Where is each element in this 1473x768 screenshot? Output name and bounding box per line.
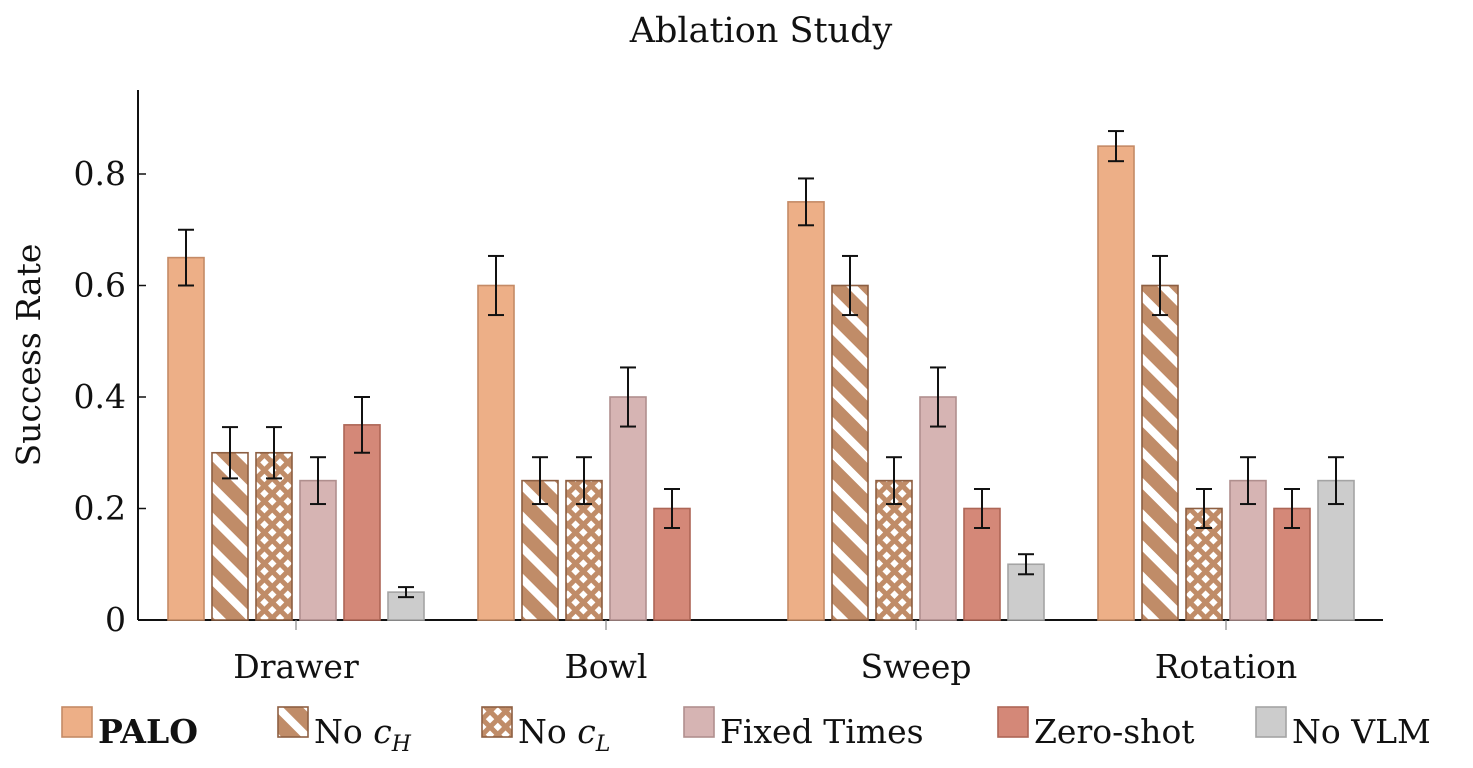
bar-fixed-times-sweep <box>919 396 957 621</box>
bar-zero-shot-drawer <box>343 424 381 621</box>
bar-palo-drawer <box>167 256 205 621</box>
y-axis-label: Success Rate <box>9 244 48 467</box>
legend-swatch-no-vlm <box>1255 706 1287 738</box>
bar-no-c-l-drawer <box>255 451 293 621</box>
bar-no-vlm-sweep <box>1007 563 1045 621</box>
legend-label-no-c-h: No cH <box>314 712 412 757</box>
legend-swatch-no-c-l <box>481 706 513 738</box>
legend: PALO No cH No cL Fixed Times Zero-shot No VLM <box>61 706 1431 757</box>
bar-palo-rotation <box>1097 145 1135 621</box>
y-tick-label: 0.2 <box>74 489 126 528</box>
legend-swatch-fixed-times <box>683 706 715 738</box>
x-tick-label-bowl: Bowl <box>565 647 648 686</box>
bar-no-c-h-rotation <box>1141 284 1179 621</box>
x-tick-label-sweep: Sweep <box>860 647 971 686</box>
legend-label-no-c-l: No cL <box>518 712 610 757</box>
legend-label-no-vlm: No VLM <box>1292 712 1431 751</box>
y-tick-label: 0.6 <box>74 266 126 305</box>
bar-palo-sweep <box>787 201 825 621</box>
bar-no-c-h-drawer <box>211 451 249 621</box>
y-tick-label: 0.8 <box>74 154 126 193</box>
legend-label-zero-shot: Zero-shot <box>1034 712 1195 751</box>
bar-palo-bowl <box>477 284 515 621</box>
bar-fixed-times-bowl <box>609 396 647 621</box>
y-tick-label: 0 <box>105 600 126 639</box>
x-tick-label-rotation: Rotation <box>1155 647 1298 686</box>
plot-area: 0 0.2 0.4 0.6 0.8 Drawer Bowl Sweep Rotation <box>74 90 1383 686</box>
legend-label-palo: PALO <box>98 712 198 751</box>
legend-swatch-palo <box>61 706 93 738</box>
x-tick-label-drawer: Drawer <box>233 647 359 686</box>
chart-title: Ablation Study <box>629 11 893 51</box>
legend-label-fixed-times: Fixed Times <box>720 712 924 751</box>
bar-no-c-h-sweep <box>831 284 869 621</box>
legend-swatch-no-c-h <box>277 706 309 738</box>
y-tick-label: 0.4 <box>74 377 126 416</box>
legend-swatch-zero-shot <box>997 706 1029 738</box>
